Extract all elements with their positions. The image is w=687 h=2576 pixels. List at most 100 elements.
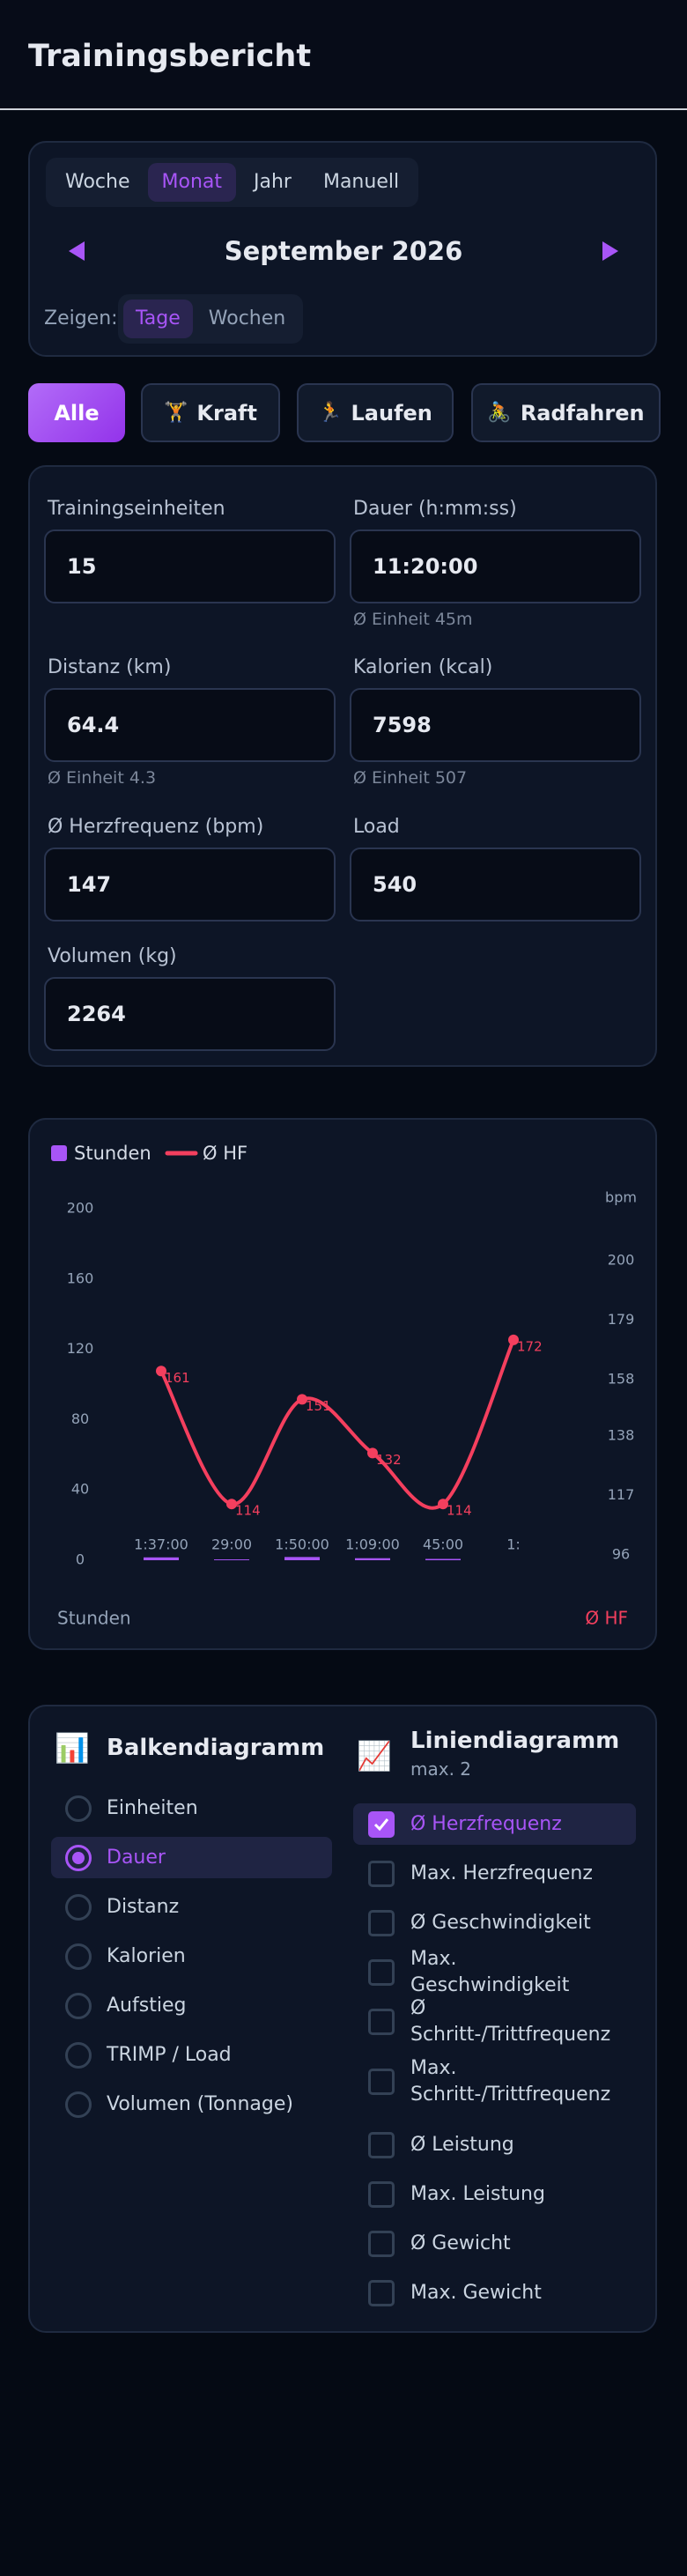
y2-axis-title: Ø HF [585, 1608, 628, 1629]
radio-label[interactable]: Einheiten [107, 1797, 198, 1819]
filter-button[interactable]: 🏋 Kraft [141, 383, 280, 442]
y-tick-label: 40 [71, 1481, 89, 1498]
stat-label: Kalorien (kcal) [353, 656, 493, 678]
stat-value: 11:20:00 [373, 554, 478, 579]
y2-tick-label: 200 [608, 1252, 635, 1269]
checkbox-label[interactable]: Ø Leistung [410, 2134, 514, 2156]
checkbox-label[interactable]: Max. Herzfrequenz [410, 1862, 593, 1884]
checkbox-label[interactable]: Ø Schritt-/Trittfrequenz [410, 1997, 611, 2046]
line-chart-title: Liniendiagramm [410, 1728, 620, 1754]
checkbox[interactable] [368, 1959, 395, 1986]
stat-note: Ø Einheit 4.3 [48, 768, 157, 788]
radio-label[interactable]: Aufstieg [107, 1995, 187, 2017]
stat-label: Ø Herzfrequenz (bpm) [48, 816, 264, 838]
checkbox-label[interactable]: Ø Geschwindigkeit [410, 1912, 591, 1934]
stat-label: Dauer (h:mm:ss) [353, 498, 517, 520]
stat-value: 7598 [373, 713, 432, 737]
stat-note: Ø Einheit 507 [353, 768, 468, 788]
checkbox[interactable] [368, 2132, 395, 2158]
radio-label[interactable]: TRIMP / Load [107, 2044, 232, 2066]
filter-button[interactable]: 🚴 Radfahren [471, 383, 661, 442]
stat-box: 2264 [44, 977, 336, 1051]
show-toggle: Tage Wochen [118, 294, 304, 344]
radio-label[interactable]: Kalorien [107, 1945, 186, 1967]
checkbox[interactable] [368, 2280, 395, 2306]
hr-point [508, 1334, 519, 1345]
x-tick-label: 45:00 [423, 1536, 463, 1553]
x-tick-label: 1:50:00 [275, 1536, 329, 1553]
checkbox[interactable] [368, 1811, 395, 1838]
hr-point [297, 1394, 307, 1405]
stat-label: Distanz (km) [48, 656, 172, 678]
stat-value: 64.4 [67, 713, 120, 737]
radio-label[interactable]: Distanz [107, 1896, 180, 1918]
x-tick-label: 1:09:00 [345, 1536, 400, 1553]
radio[interactable] [65, 2091, 92, 2118]
stat-value: 540 [373, 872, 417, 897]
stat-label: Load [353, 816, 400, 838]
line-chart-icon: 📈 [357, 1739, 392, 1773]
checkbox-label[interactable]: Ø Herzfrequenz [410, 1813, 562, 1835]
period-tab[interactable]: Jahr [254, 171, 292, 193]
x-tick-label: 1:37:00 [134, 1536, 188, 1553]
show-option[interactable]: Wochen [208, 307, 286, 329]
period-tab[interactable]: Manuell [322, 171, 400, 193]
checkbox[interactable] [368, 2069, 395, 2095]
plot: 161 114 151 132 114 172 [144, 1334, 543, 1560]
checkbox-row-highlight [353, 1803, 636, 1845]
filter-label: Radfahren [520, 400, 645, 426]
radio[interactable] [65, 1894, 92, 1921]
checkbox[interactable] [368, 2009, 395, 2035]
checkbox[interactable] [368, 1861, 395, 1887]
hr-point [226, 1499, 237, 1510]
radio-label[interactable]: Dauer [107, 1847, 166, 1869]
chart-card [28, 1118, 657, 1650]
checkbox-label[interactable]: Max. Leistung [410, 2183, 545, 2205]
legend-label: Stunden [74, 1143, 151, 1164]
period-tab[interactable]: Monat [147, 163, 236, 202]
filter-icon: 🏃 [318, 402, 343, 424]
checkbox-label[interactable]: Ø Gewicht [410, 2232, 511, 2254]
radio-label[interactable]: Volumen (Tonnage) [107, 2093, 293, 2115]
y2-tick-label: 179 [608, 1311, 635, 1328]
checkbox[interactable] [368, 1910, 395, 1936]
legend-swatch [51, 1145, 67, 1161]
radio[interactable] [65, 2042, 92, 2069]
y2-tick-label: 117 [608, 1486, 635, 1503]
radio[interactable] [65, 1943, 92, 1970]
y-tick-label: 160 [67, 1269, 94, 1286]
show-label: Zeigen: [44, 307, 118, 329]
y-tick-label: 200 [67, 1200, 94, 1217]
hr-value-label: 114 [235, 1503, 261, 1519]
radio[interactable] [65, 1845, 92, 1871]
y2-unit: bpm [605, 1189, 637, 1206]
checkbox-label[interactable]: Max. Gewicht [410, 2282, 542, 2304]
period-tab[interactable]: Woche [65, 171, 130, 193]
header [0, 0, 687, 110]
stat-box: 147 [44, 848, 336, 922]
next-arrow[interactable] [599, 238, 622, 264]
hr-line [159, 1339, 515, 1510]
hr-value-label: 161 [165, 1370, 190, 1386]
show-option[interactable]: Tage [123, 300, 193, 338]
chart: Stunden Ø HF 0 40 80 120 160 200 96 117 138 158 179 2… [51, 1143, 637, 1629]
checkbox-label[interactable]: Max. Geschwindigkeit [410, 1948, 570, 1996]
y-tick-label: 80 [71, 1410, 89, 1427]
checkbox[interactable] [368, 2181, 395, 2208]
hr-value-label: 172 [517, 1338, 543, 1354]
bar-chart-title: Balkendiagramm [107, 1735, 325, 1761]
radio[interactable] [65, 1993, 92, 2019]
bar [284, 1557, 320, 1560]
filter-button[interactable]: 🏃 Laufen [297, 383, 454, 442]
filter-button[interactable]: Alle [28, 383, 125, 442]
checkbox-label[interactable]: Max. Schritt-/Trittfrequenz [410, 2057, 611, 2106]
checkbox[interactable] [368, 2231, 395, 2257]
hr-value-label: 114 [447, 1503, 472, 1519]
radio[interactable] [65, 1795, 92, 1822]
hr-point [156, 1366, 166, 1377]
stat-label: Volumen (kg) [48, 945, 177, 967]
hr-point [438, 1499, 448, 1510]
radio-row-highlight [51, 1837, 332, 1878]
prev-arrow[interactable] [65, 238, 88, 264]
